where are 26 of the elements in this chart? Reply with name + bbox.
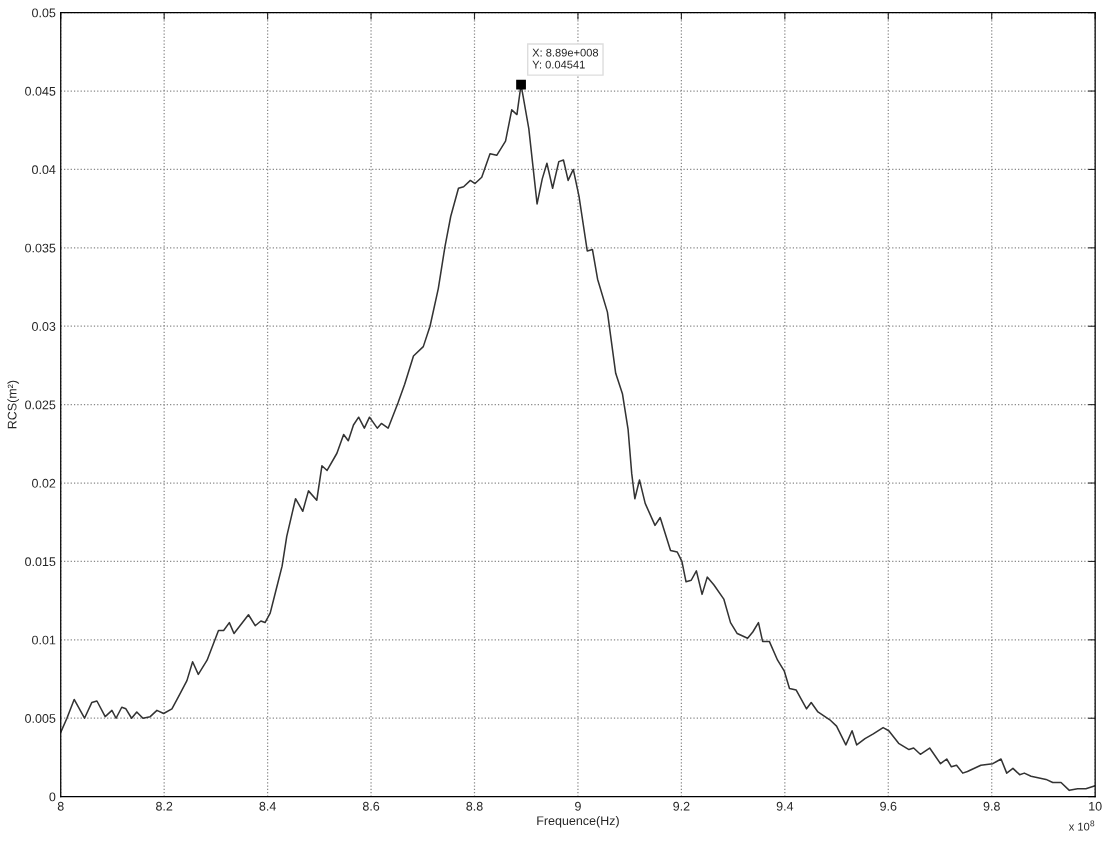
x-tick-label: 8.4 [259,801,276,811]
x-tick-label: 8.6 [362,801,380,811]
x-tick-label: 10 [1089,801,1102,811]
y-tick-label: 0 [49,792,56,802]
x-axis-title: Frequence(Hz) [537,815,619,828]
x-tick-label: 8 [57,801,64,811]
annotation: X: 8.89e+008 Y: 0.04541 [532,48,599,69]
x-tick-label: 9.8 [983,801,1000,811]
y-tick-label: 0.005 [25,714,56,723]
y-tick-label: 0.045 [25,86,56,96]
x-tick-label: 9.6 [880,801,897,811]
y-tick-label: 0.015 [25,557,56,567]
y-tick-label: 0.05 [32,8,56,18]
y-tick-label: 0.02 [32,478,56,488]
y-tick-label: 0.04 [32,165,56,175]
y-axis-title: RCS(m²) [7,380,20,429]
y-tick-label: 0.03 [32,322,56,331]
x-tick-label: 9.4 [776,801,794,811]
x-tick-label: 8.2 [156,801,173,811]
x-tick-label: 8.8 [466,801,483,811]
y-tick-label: 0.01 [32,635,56,645]
y-tick-label: 0.035 [25,243,56,253]
y-tick-label: 0.025 [25,400,56,410]
x-tick-label: 9.2 [673,801,690,811]
x-tick-label: 9 [575,801,581,811]
text: x 10$^{8}$ [1068,820,1095,831]
